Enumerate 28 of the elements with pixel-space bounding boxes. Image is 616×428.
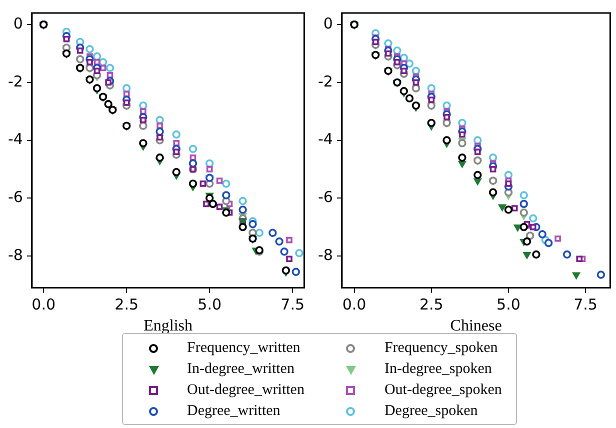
y-tick-label: -2 bbox=[318, 72, 333, 90]
x-axis-title: Chinese bbox=[450, 318, 502, 335]
y-tick-label: 0 bbox=[13, 14, 23, 32]
y-tick-label: 0 bbox=[323, 14, 333, 32]
x-axis-title: English bbox=[144, 318, 193, 335]
y-tick-label: -8 bbox=[8, 246, 23, 264]
x-tick-label: 7.5 bbox=[574, 296, 598, 314]
legend-label: Out-degree_spoken bbox=[384, 382, 502, 399]
y-tick-label: -4 bbox=[318, 130, 333, 148]
x-tick-label: 5.0 bbox=[496, 296, 520, 314]
legend-label: Degree_written bbox=[187, 403, 280, 420]
legend-label: Out-degree_written bbox=[187, 382, 304, 399]
y-tick-label: -2 bbox=[8, 72, 23, 90]
legend-label: In-degree_spoken bbox=[384, 361, 492, 378]
x-tick-label: 5.0 bbox=[198, 296, 222, 314]
y-tick-label: -8 bbox=[318, 246, 333, 264]
x-tick-label: 7.5 bbox=[280, 296, 305, 314]
legend-label: Frequency_written bbox=[187, 340, 300, 357]
y-tick-label: -4 bbox=[8, 130, 23, 148]
y-tick-label: -6 bbox=[8, 188, 23, 206]
x-tick-label: 2.5 bbox=[114, 296, 139, 314]
legend-label: Frequency_spoken bbox=[384, 340, 498, 357]
y-tick-label: -6 bbox=[318, 188, 333, 206]
x-tick-label: 0.0 bbox=[342, 296, 366, 314]
legend-label: In-degree_written bbox=[187, 361, 294, 378]
x-tick-label: 2.5 bbox=[419, 296, 444, 314]
legend-label: Degree_spoken bbox=[384, 403, 478, 420]
x-tick-label: 0.0 bbox=[32, 296, 56, 314]
